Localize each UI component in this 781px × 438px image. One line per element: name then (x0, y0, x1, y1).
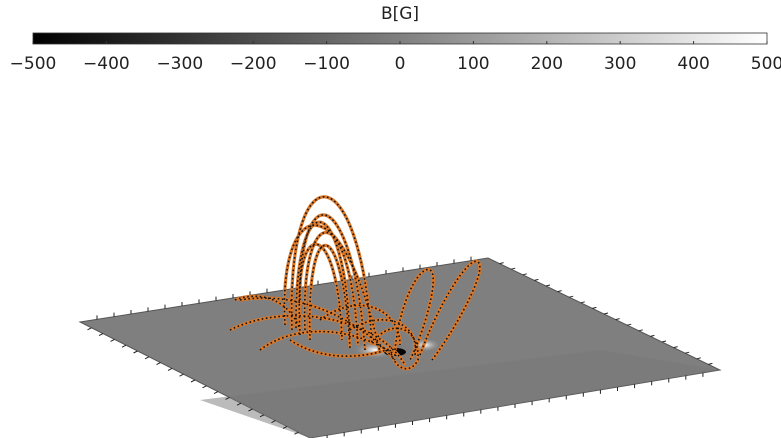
tick-label: 100 (457, 54, 489, 74)
tick-label: −500 (10, 54, 57, 74)
tick-label: 200 (531, 54, 563, 74)
tick-label: −100 (303, 54, 350, 74)
tick-label: −200 (230, 54, 277, 74)
figure: B[G] −500 −400 −300 −200 −100 0 100 200 300 400 50… (0, 0, 781, 438)
tick-label: 300 (604, 54, 636, 74)
tick-label: 400 (677, 54, 709, 74)
colorbar-title: B[G] (381, 4, 419, 24)
tick-label: −400 (83, 54, 130, 74)
tick-label: 0 (395, 54, 406, 74)
tick-label: 500 (751, 54, 781, 74)
tick-label: −300 (156, 54, 203, 74)
surface (80, 258, 720, 438)
